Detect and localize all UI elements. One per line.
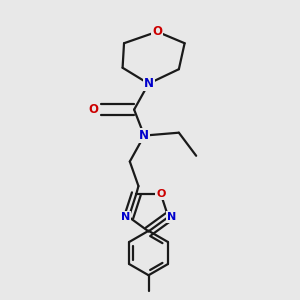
Text: N: N xyxy=(139,129,149,142)
Text: O: O xyxy=(156,189,166,199)
Text: O: O xyxy=(152,25,162,38)
Text: N: N xyxy=(121,212,130,222)
Text: N: N xyxy=(167,212,176,222)
Text: N: N xyxy=(144,77,154,90)
Text: O: O xyxy=(89,103,99,116)
